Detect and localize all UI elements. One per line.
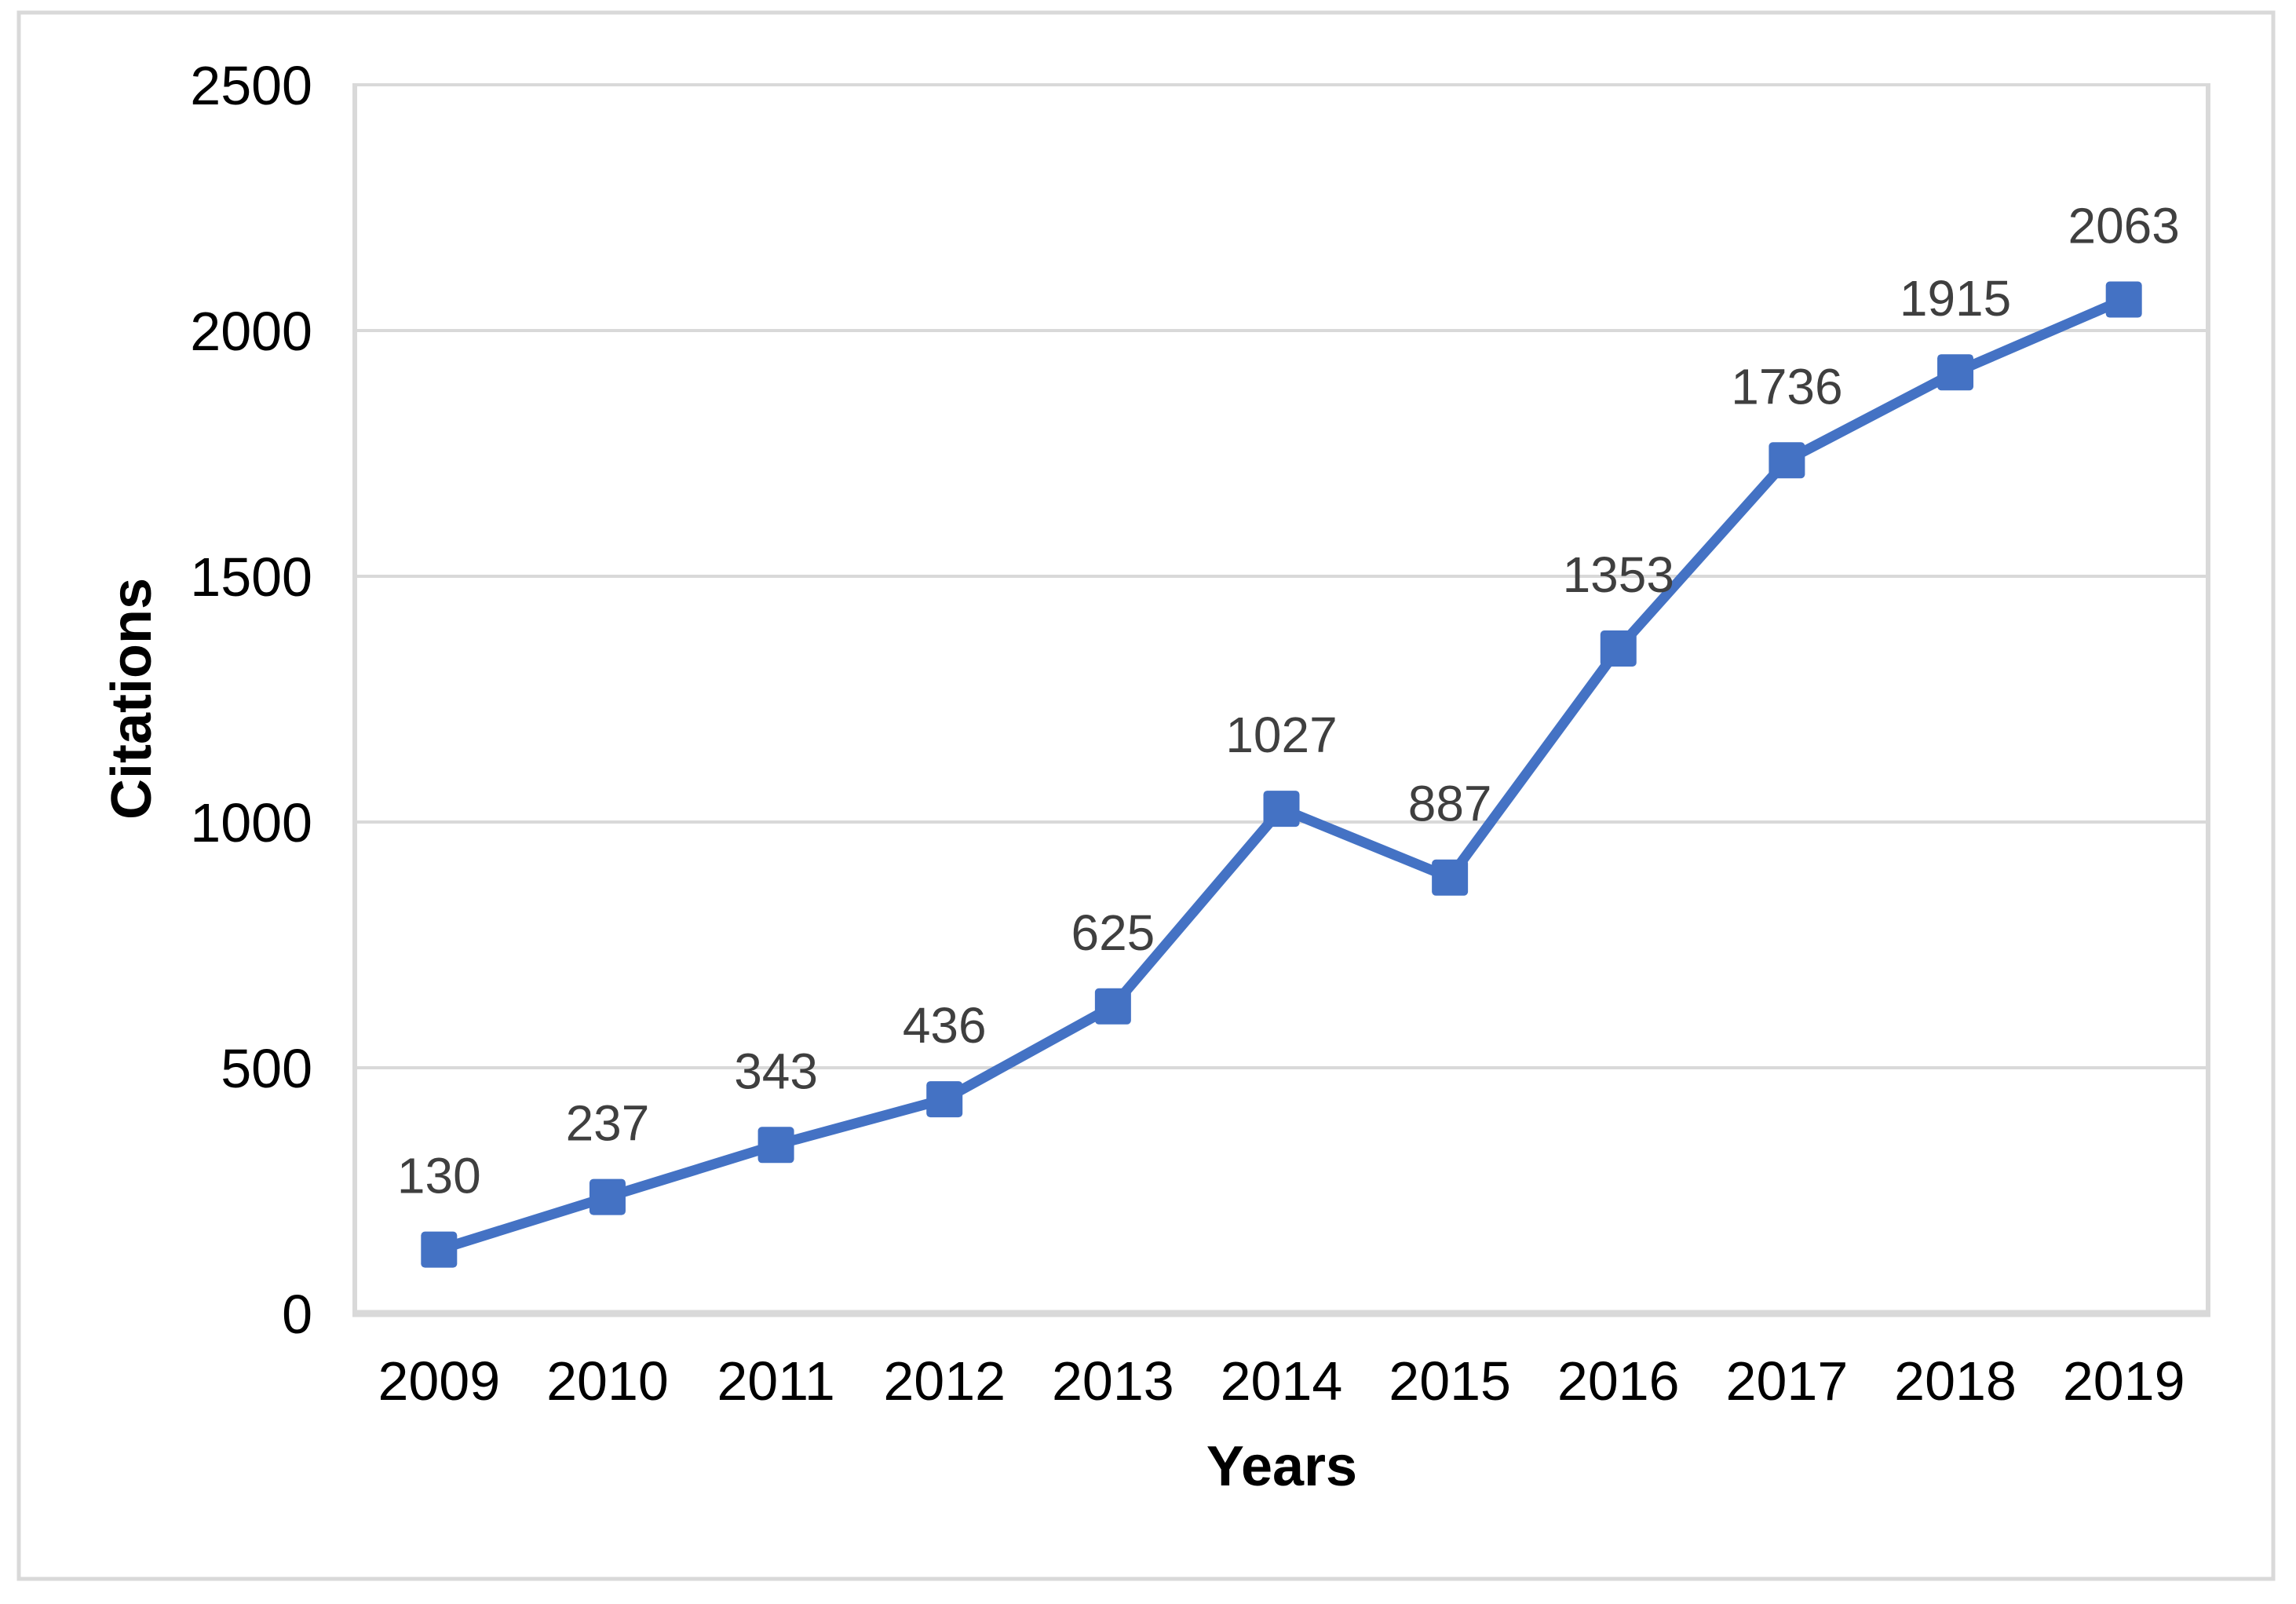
x-tick-label-2015: 2015	[1389, 1350, 1511, 1412]
data-point-marker-2017	[1769, 442, 1805, 479]
x-tick-label-2019: 2019	[2063, 1350, 2185, 1412]
data-label-2017: 1736	[1731, 358, 1842, 415]
data-point-marker-2011	[757, 1127, 794, 1164]
data-point-marker-2019	[2105, 281, 2142, 318]
y-tick-label-500: 500	[221, 1038, 312, 1099]
y-tick-label-2000: 2000	[190, 301, 312, 362]
y-axis-title: Citations	[100, 577, 163, 820]
y-tick-label-1000: 1000	[190, 792, 312, 853]
data-point-marker-2018	[1937, 354, 1974, 391]
data-point-marker-2014	[1263, 791, 1300, 828]
x-tick-label-2016: 2016	[1557, 1350, 1680, 1412]
data-label-2010: 237	[566, 1095, 650, 1152]
x-tick-label-2009: 2009	[378, 1350, 500, 1412]
x-axis-title: Years	[1206, 1435, 1358, 1498]
x-tick-label-2018: 2018	[1894, 1350, 2017, 1412]
data-label-2015: 887	[1408, 776, 1492, 832]
series-line-citations	[433, 294, 2130, 1255]
data-point-marker-2013	[1094, 988, 1131, 1025]
data-label-2009: 130	[397, 1148, 481, 1204]
x-tick-label-2013: 2013	[1052, 1350, 1174, 1412]
x-tick-label-2014: 2014	[1221, 1350, 1343, 1412]
data-point-marker-2015	[1432, 859, 1469, 896]
figure-border	[16, 10, 2276, 1581]
x-tick-label-2011: 2011	[717, 1350, 835, 1412]
data-label-2012: 436	[903, 997, 987, 1054]
y-tick-label-1500: 1500	[190, 546, 312, 608]
data-label-2013: 625	[1071, 904, 1155, 961]
data-label-2018: 1915	[1900, 270, 2011, 327]
data-point-marker-2012	[926, 1081, 963, 1118]
x-tick-label-2010: 2010	[546, 1350, 669, 1412]
x-tick-label-2012: 2012	[883, 1350, 1006, 1412]
y-tick-label-2500: 2500	[190, 55, 312, 116]
data-point-marker-2010	[589, 1178, 626, 1215]
data-point-marker-2009	[421, 1231, 458, 1268]
y-tick-label-0: 0	[282, 1284, 312, 1345]
data-point-marker-2016	[1600, 630, 1637, 667]
data-label-2014: 1027	[1225, 707, 1337, 763]
data-label-2011: 343	[734, 1043, 818, 1099]
data-label-2016: 1353	[1563, 546, 1674, 603]
data-label-2019: 2063	[2068, 198, 2179, 254]
x-tick-label-2017: 2017	[1726, 1350, 1849, 1412]
